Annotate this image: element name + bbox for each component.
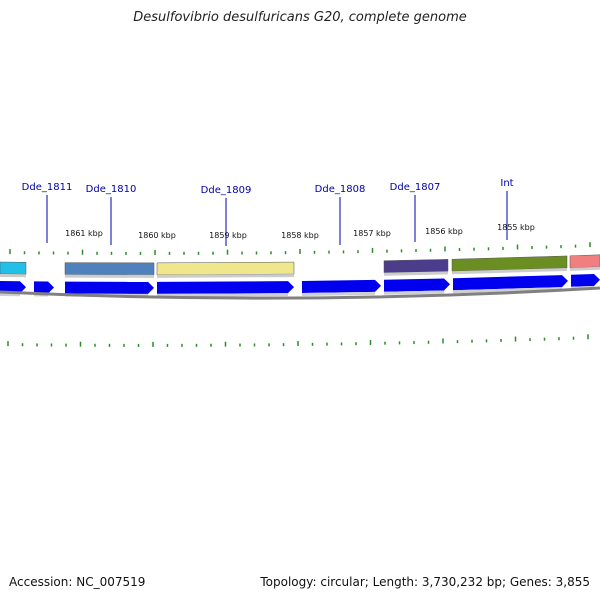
tick-position-label: 1857 kbp	[353, 229, 391, 238]
cds-arrow	[65, 281, 154, 294]
gene-feature-shadow	[0, 274, 26, 278]
gene-label: Dde_1811	[22, 182, 73, 193]
gene-feature-block	[156, 261, 295, 276]
gene-label: Int	[500, 178, 513, 189]
tick-label-layer: 1861 kbp 1860 kbp 1859 kbp 1858 kbp 1857 kbp…	[65, 223, 535, 240]
gene-feature-shadow	[65, 274, 154, 278]
tick-position-label: 1855 kbp	[497, 223, 535, 232]
genome-title: Desulfovibrio desulfuricans G20, complet…	[133, 10, 467, 25]
gene-feature-shadow	[452, 267, 567, 275]
tick-marks-outer	[9, 242, 591, 255]
accession-text: Accession: NC_007519	[9, 575, 146, 589]
gene-feature-block	[383, 259, 449, 273]
gene-feature-block	[569, 254, 600, 269]
feature-track	[0, 254, 600, 278]
gene-feature-block	[0, 261, 27, 275]
gene-label: Dde_1808	[315, 184, 366, 195]
cds-arrow	[384, 278, 450, 292]
cds-track	[0, 274, 600, 297]
genome-backbone	[0, 286, 600, 300]
gene-label: Dde_1810	[86, 184, 137, 195]
gene-label-layer: Dde_1811 Dde_1810 Dde_1809 Dde_1808 Dde_1807…	[22, 178, 514, 246]
tick-position-label: 1856 kbp	[425, 227, 463, 236]
tick-position-label: 1859 kbp	[209, 231, 247, 240]
gene-feature-shadow	[157, 274, 294, 278]
cds-arrow	[571, 274, 600, 287]
cds-arrow-shadow	[302, 291, 375, 296]
genome-summary-text: Topology: circular; Length: 3,730,232 bp…	[260, 575, 590, 589]
gene-label: Dde_1809	[201, 185, 252, 196]
tick-position-label: 1858 kbp	[281, 231, 319, 240]
gene-feature-shadow	[570, 266, 600, 271]
tick-marks-inner	[7, 334, 589, 347]
cds-arrow	[453, 275, 568, 291]
gene-feature-block	[64, 262, 155, 276]
cds-arrow	[34, 281, 54, 294]
gene-feature-block	[451, 255, 568, 272]
tick-position-label: 1861 kbp	[65, 229, 103, 238]
cds-arrow	[302, 279, 381, 293]
gene-feature-shadow	[384, 271, 448, 276]
cds-arrow-shadow	[453, 287, 562, 294]
cds-arrow	[157, 281, 294, 294]
cds-arrow-shadow	[384, 290, 444, 295]
cds-arrow	[0, 281, 26, 294]
cds-arrow-shadow	[157, 293, 288, 297]
gene-label: Dde_1807	[390, 182, 441, 193]
tick-position-label: 1860 kbp	[138, 231, 176, 240]
